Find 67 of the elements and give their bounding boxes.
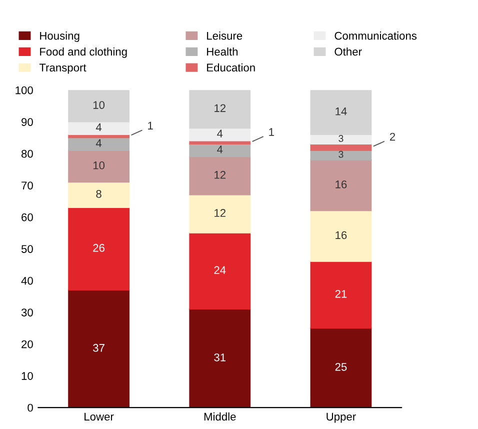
- bar: [310, 90, 372, 135]
- y-tick-label: 30: [21, 308, 33, 316]
- bar: [310, 261, 372, 329]
- bar: [310, 210, 372, 262]
- x-tick-label: Middle: [204, 412, 236, 421]
- bar: [310, 160, 372, 212]
- data-label: 4: [217, 146, 223, 154]
- x-tick-label: Upper: [326, 412, 356, 423]
- y-tick-label: 80: [22, 150, 33, 158]
- bar: [68, 182, 130, 208]
- legend-label: Health: [207, 47, 238, 56]
- legend-label: Transport: [39, 64, 86, 74]
- data-label: 21: [335, 290, 347, 298]
- bar: [68, 90, 130, 122]
- x-tick-label: Lower: [84, 412, 114, 421]
- bar: [189, 194, 251, 234]
- data-label: 8: [96, 190, 102, 198]
- data-label: 12: [214, 170, 226, 179]
- data-label: 1: [269, 128, 274, 136]
- bar: [310, 144, 372, 151]
- bar: [189, 156, 251, 196]
- bar: [189, 232, 251, 310]
- legend-label: Food and clothing: [40, 47, 127, 58]
- data-label: 37: [93, 344, 104, 352]
- data-label: 4: [96, 123, 102, 132]
- data-label: 2: [390, 132, 396, 141]
- bar: [189, 144, 251, 158]
- data-label: 24: [214, 266, 226, 274]
- bar: [68, 137, 130, 151]
- data-label: 10: [93, 101, 105, 109]
- data-label: 25: [335, 362, 347, 371]
- legend-label: Communications: [334, 32, 417, 40]
- data-label: 16: [336, 231, 347, 240]
- legend-label: Housing: [40, 32, 80, 42]
- data-label: 1: [148, 122, 153, 130]
- data-label: 4: [96, 139, 102, 147]
- bar: [68, 207, 130, 291]
- data-label: 12: [214, 209, 226, 217]
- data-label: 12: [214, 104, 226, 112]
- bar: [189, 90, 251, 129]
- y-tick-label: 0: [28, 404, 33, 412]
- bar: [68, 121, 130, 135]
- bar: [68, 290, 130, 408]
- legend-label: Leisure: [207, 32, 242, 40]
- data-label: 3: [338, 150, 344, 158]
- data-label: 31: [214, 353, 226, 362]
- bar: [310, 328, 372, 408]
- y-tick-label: 90: [22, 118, 33, 126]
- bar: [189, 308, 251, 408]
- y-tick-label: 100: [16, 86, 33, 94]
- bar: [189, 128, 251, 142]
- legend-label: Education: [207, 63, 255, 72]
- y-tick-label: 60: [22, 213, 33, 222]
- data-label: 16: [336, 180, 347, 188]
- y-tick-label: 20: [22, 340, 33, 348]
- data-label: 4: [217, 130, 223, 138]
- y-tick-label: 10: [22, 372, 33, 380]
- data-label: 10: [93, 161, 105, 170]
- data-label: 14: [336, 108, 347, 116]
- data-label: 26: [93, 244, 104, 252]
- bar: [310, 150, 372, 160]
- legend-label: Other: [334, 47, 362, 56]
- data-label: 3: [338, 135, 344, 142]
- y-tick-label: 40: [21, 276, 33, 285]
- bar: [68, 150, 130, 183]
- y-tick-label: 70: [22, 182, 33, 190]
- y-tick-label: 50: [21, 245, 33, 253]
